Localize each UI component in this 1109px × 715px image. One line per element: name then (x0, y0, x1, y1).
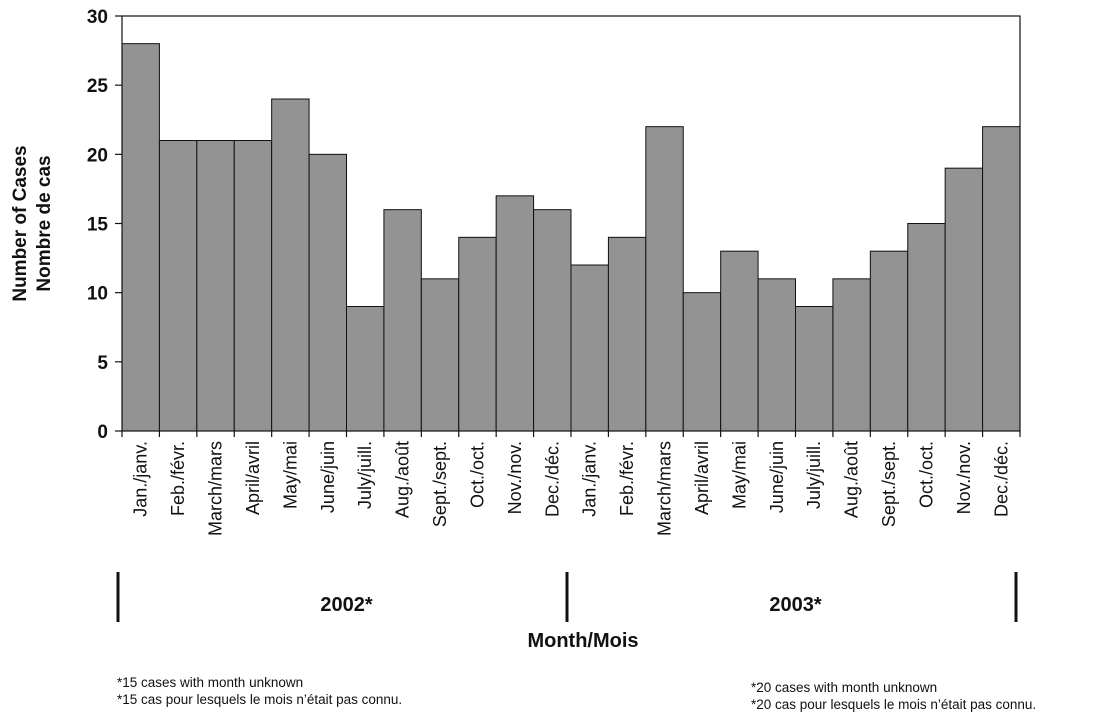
x-tick-label: April/avril (243, 441, 263, 515)
bar-6 (308, 153, 348, 432)
bars (121, 43, 1021, 432)
y-axis-title-line-1: Number of Cases (10, 145, 31, 301)
bar-21 (869, 250, 909, 432)
bar-22 (907, 223, 946, 432)
year-group-label: 2003* (769, 594, 821, 616)
x-tick-label: Jan./janv. (580, 441, 600, 517)
x-tick-label: June/juin (318, 441, 338, 513)
bar-4 (233, 140, 273, 432)
x-tick-label: Dec./déc. (542, 441, 562, 517)
x-tick-label: Nov./nov. (505, 441, 525, 514)
x-tick-label: March/mars (655, 441, 675, 536)
x-tick-label: Jan./janv. (131, 441, 151, 517)
bar-14 (607, 236, 647, 432)
bar-3 (196, 140, 235, 432)
x-tick-label: Nov./nov. (954, 441, 974, 514)
bar-2 (158, 140, 198, 432)
x-tick-label: Feb./févr. (168, 441, 188, 516)
bar-18 (757, 278, 796, 432)
bar-16 (682, 292, 722, 432)
bar-17 (720, 250, 759, 432)
x-tick-label: March/mars (206, 441, 226, 536)
footnote-left-line-1: *15 cases with month unknown (117, 675, 304, 690)
x-tick-label: Oct./oct. (467, 441, 487, 508)
bar-11 (495, 195, 535, 432)
x-tick-label: May/mai (280, 441, 300, 509)
y-tick-label: 25 (87, 76, 109, 97)
x-tick-label: May/mai (729, 441, 749, 509)
footnote-left-line-2: *15 cas pour lesquels le mois n’était pa… (117, 692, 403, 707)
year-groups: 2002* 2003* (116, 572, 1018, 622)
bar-15 (645, 126, 684, 432)
bar-19 (795, 306, 834, 432)
x-tick-label: Dec./déc. (991, 441, 1011, 517)
bar-5 (271, 98, 310, 432)
y-tick-label: 20 (87, 145, 108, 166)
bar-8 (383, 209, 422, 432)
footnote-right: *20 cases with month unknown *20 cas pou… (751, 679, 1036, 713)
y-tick-label: 30 (87, 7, 108, 28)
y-tick-label: 0 (97, 422, 108, 443)
x-tick-label: April/avril (692, 441, 712, 515)
x-axis-ticks: Jan./janv. Feb./févr. March/mars April/avri… (121, 431, 1021, 536)
bar-23 (944, 167, 984, 432)
y-axis-ticks: 0 5 10 15 20 25 30 (87, 7, 122, 443)
x-tick-label: Aug./août (842, 441, 862, 518)
bar-9 (420, 278, 460, 432)
y-axis-title: Number of Cases Nombre de cas (10, 145, 55, 301)
bar-7 (346, 306, 385, 432)
y-tick-label: 5 (97, 353, 108, 374)
x-tick-label: Feb./févr. (617, 441, 637, 516)
x-tick-label: July/juill. (355, 441, 375, 509)
bar-13 (570, 264, 609, 432)
x-tick-label: Aug./août (393, 441, 413, 518)
x-tick-label: June/juin (767, 441, 787, 513)
x-axis-title: Month/Mois (527, 630, 638, 652)
bar-10 (458, 236, 497, 432)
y-tick-label: 15 (87, 215, 109, 236)
y-axis-title-line-2: Nombre de cas (34, 155, 55, 291)
year-group-label: 2002* (320, 594, 372, 616)
footnote-right-line-2: *20 cas pour lesquels le mois n’était pa… (751, 697, 1037, 712)
x-tick-label: July/juill. (804, 441, 824, 509)
footnote-left: *15 cases with month unknown *15 cas pou… (117, 674, 402, 708)
bar-12 (533, 209, 572, 432)
bar-1 (121, 43, 160, 432)
x-tick-label: Oct./oct. (916, 441, 936, 508)
y-tick-label: 10 (87, 284, 108, 305)
bar-20 (832, 278, 871, 432)
bar-24 (982, 126, 1021, 432)
x-tick-label: Sept./sept. (430, 441, 450, 527)
footnote-right-line-1: *20 cases with month unknown (751, 680, 938, 695)
x-tick-label: Sept./sept. (879, 441, 899, 527)
